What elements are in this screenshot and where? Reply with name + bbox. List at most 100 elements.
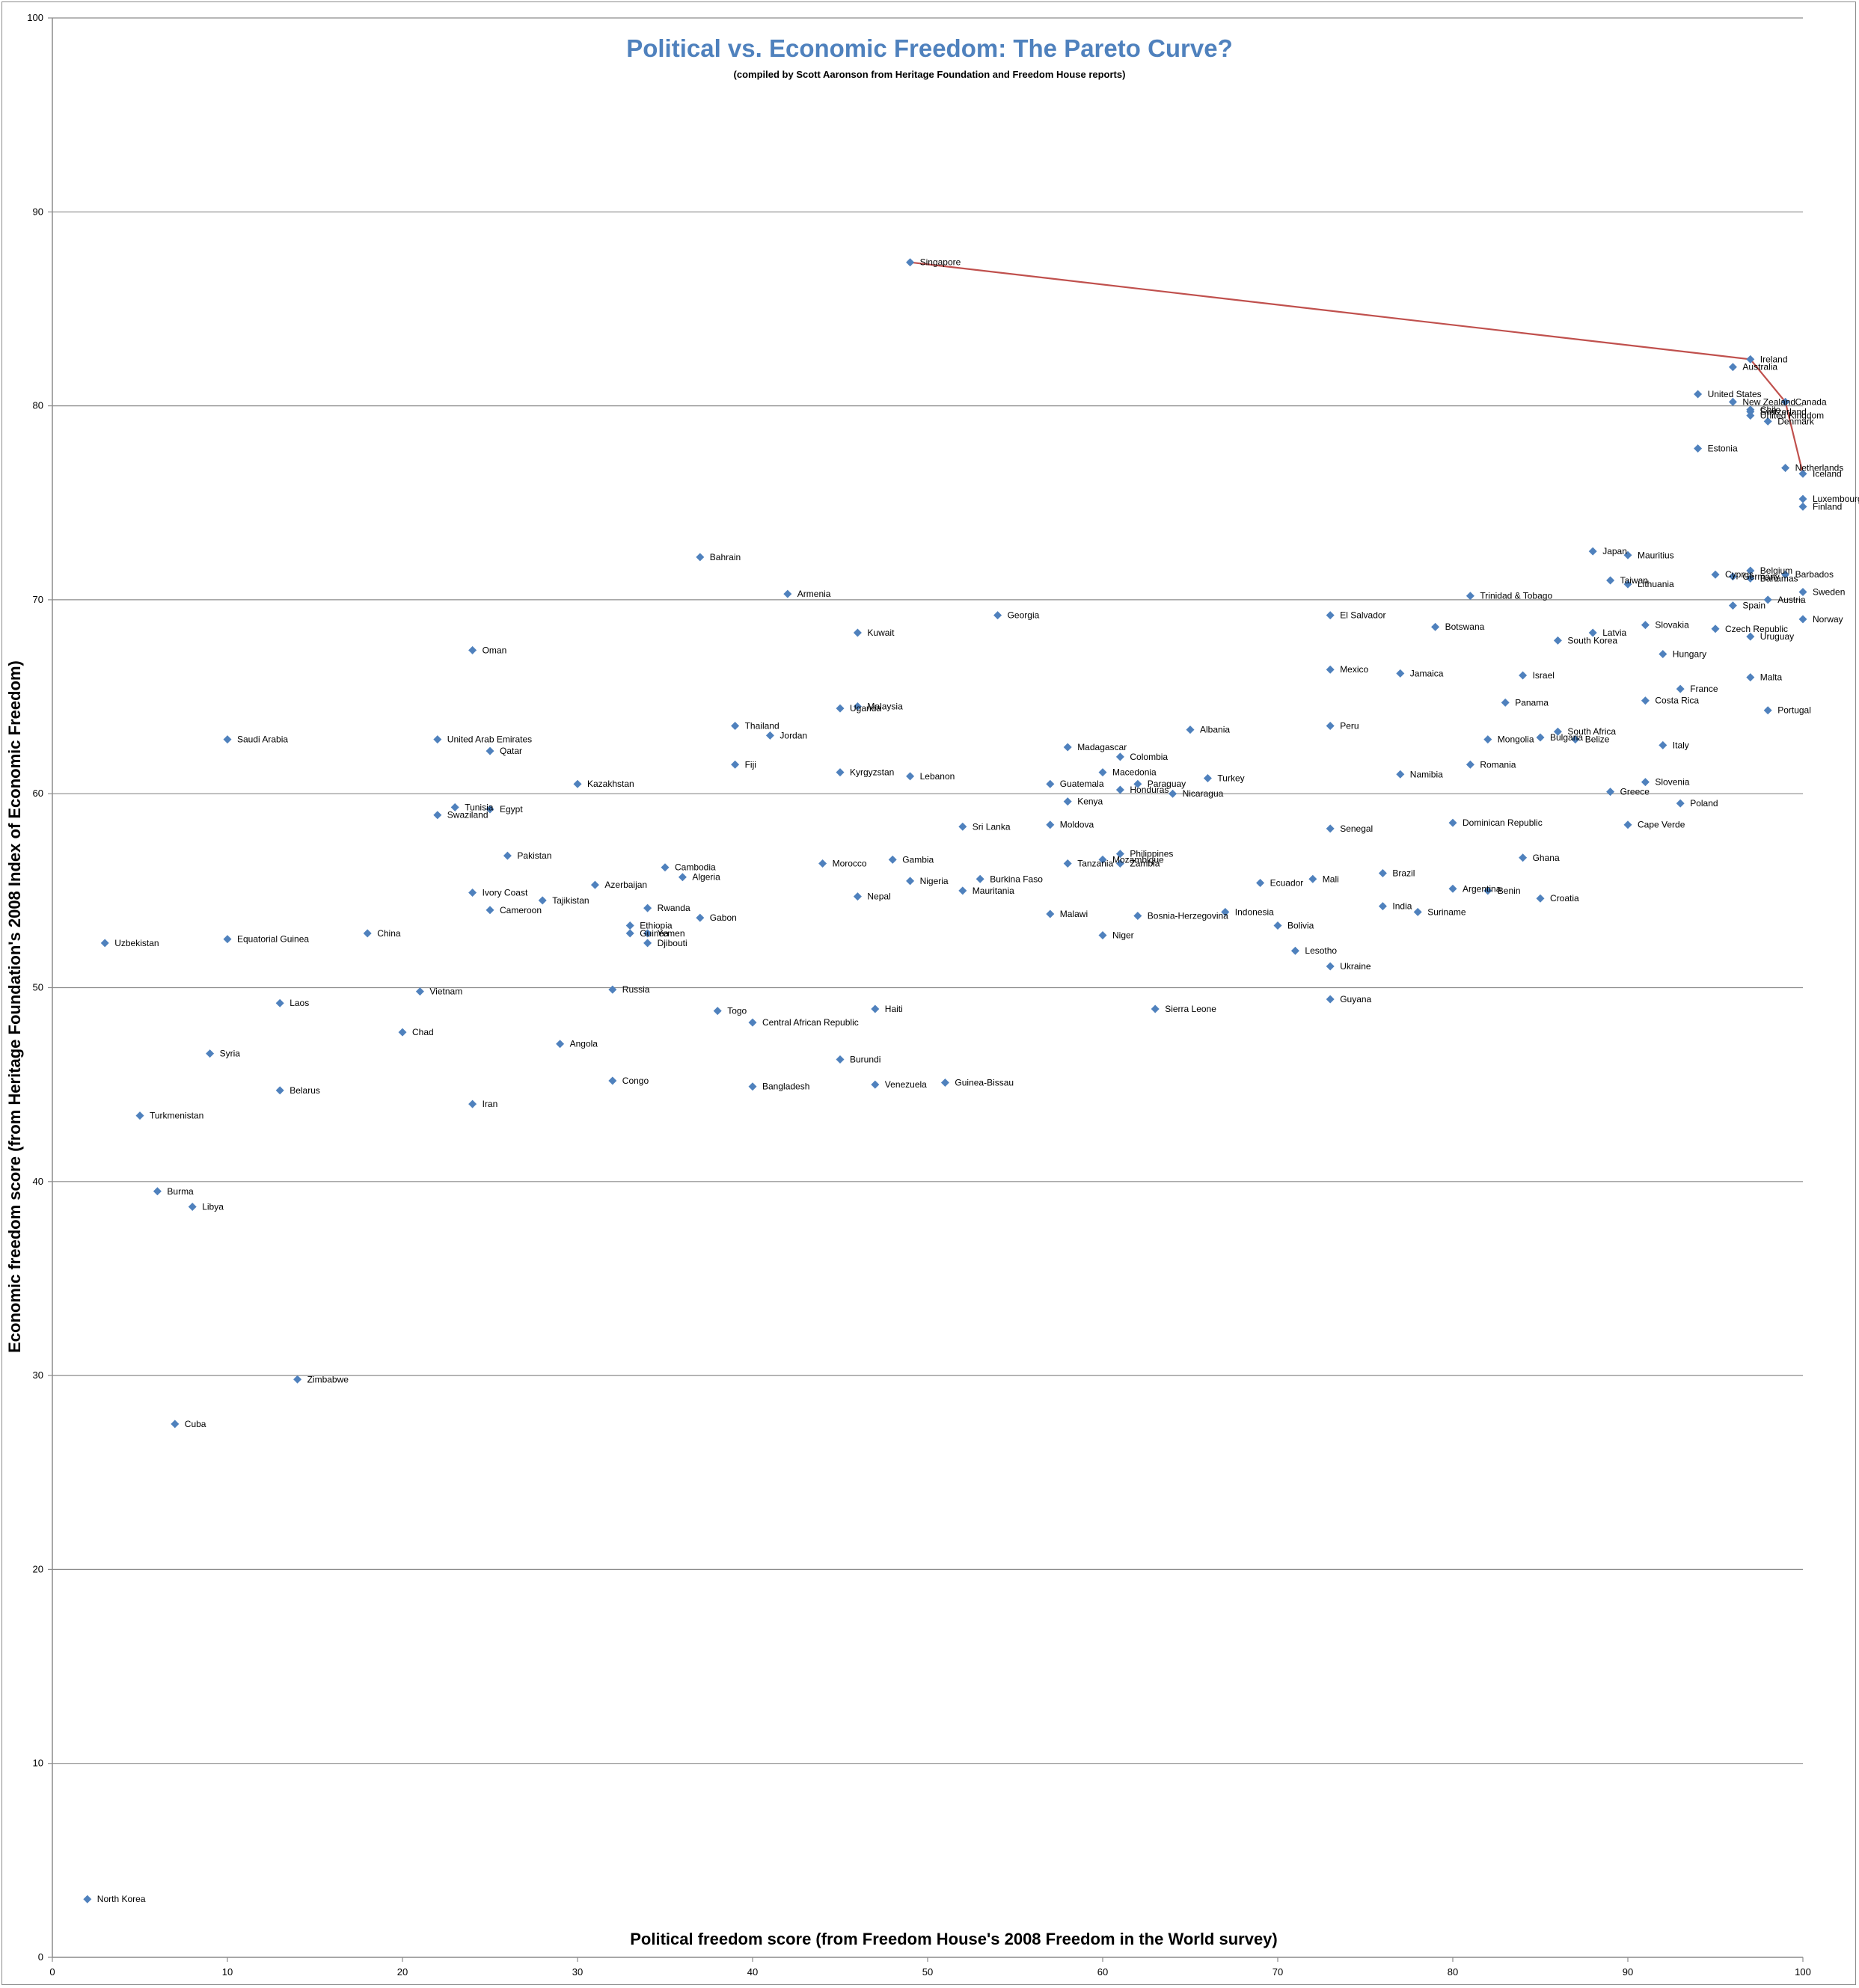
data-label: Cyprus xyxy=(1725,569,1754,580)
data-point xyxy=(538,896,547,905)
data-label: Zimbabwe xyxy=(307,1374,349,1384)
data-point xyxy=(836,1055,845,1064)
data-label: Gabon xyxy=(710,912,737,923)
data-label: Bahrain xyxy=(710,552,741,562)
data-point xyxy=(1798,588,1807,597)
data-label: Fiji xyxy=(745,759,756,770)
data-label: Sweden xyxy=(1813,587,1845,598)
data-point xyxy=(871,1080,880,1089)
data-point xyxy=(853,702,862,711)
data-label: Bulgaria xyxy=(1550,732,1583,743)
data-label: Uganda xyxy=(850,703,881,714)
data-point xyxy=(661,863,670,872)
data-point xyxy=(1588,628,1597,637)
data-point xyxy=(1413,907,1422,916)
data-label: Uruguay xyxy=(1760,631,1794,642)
data-label: Japan xyxy=(1602,546,1627,556)
data-point xyxy=(1063,743,1072,752)
data-point xyxy=(503,851,512,860)
x-tick-label: 30 xyxy=(572,1966,583,1978)
y-tick-label: 0 xyxy=(38,1951,43,1963)
y-tick-label: 40 xyxy=(33,1176,43,1187)
data-point xyxy=(625,921,634,930)
data-label: Tajikistan xyxy=(552,895,589,906)
data-label: Ghana xyxy=(1533,853,1560,863)
data-label: Dominican Republic xyxy=(1463,817,1543,828)
data-label: Cambodia xyxy=(675,862,716,873)
data-label: Cameroon xyxy=(500,905,542,915)
data-label: Taiwan xyxy=(1620,575,1648,586)
data-label: Vietnam xyxy=(429,987,462,997)
data-point xyxy=(643,929,652,938)
data-point xyxy=(1396,669,1405,678)
data-label: Syria xyxy=(220,1049,241,1059)
x-tick-label: 80 xyxy=(1448,1966,1458,1978)
data-point xyxy=(1798,469,1807,478)
data-point xyxy=(1798,615,1807,624)
data-label: Congo xyxy=(622,1076,649,1086)
data-point xyxy=(1728,397,1737,406)
data-point xyxy=(1659,650,1667,659)
data-label: Slovakia xyxy=(1655,620,1689,631)
data-point xyxy=(1326,962,1335,971)
data-label: Mexico xyxy=(1340,664,1368,675)
data-label: El Salvador xyxy=(1340,610,1385,621)
data-label: Ethiopia xyxy=(640,921,673,931)
data-point xyxy=(135,1111,144,1120)
data-label: Kyrgyzstan xyxy=(850,767,894,778)
data-point xyxy=(1326,721,1335,730)
y-tick-label: 70 xyxy=(33,594,43,605)
data-label: Guinea-Bissau xyxy=(955,1078,1014,1088)
data-point xyxy=(643,904,652,912)
data-point xyxy=(1046,909,1055,918)
data-point xyxy=(713,1007,722,1016)
data-label: South Korea xyxy=(1567,635,1617,645)
data-label: France xyxy=(1690,684,1718,694)
data-label: Kuwait xyxy=(867,628,895,638)
data-label: Nepal xyxy=(867,892,890,902)
data-label: Kenya xyxy=(1077,797,1103,807)
data-point xyxy=(1133,779,1142,788)
data-label: Suriname xyxy=(1427,906,1466,917)
data-point xyxy=(1746,411,1755,420)
data-point xyxy=(1781,570,1790,579)
data-label: New Zealand xyxy=(1742,396,1795,407)
data-point xyxy=(1641,778,1650,787)
data-point xyxy=(398,1028,407,1037)
data-label: Malawi xyxy=(1060,909,1088,919)
data-point xyxy=(206,1049,215,1058)
data-point xyxy=(415,987,424,996)
data-label: Portugal xyxy=(1777,705,1811,716)
data-label: Lesotho xyxy=(1305,945,1337,956)
data-label: Netherlands xyxy=(1795,463,1844,473)
data-label: Estonia xyxy=(1708,444,1738,454)
data-label: Egypt xyxy=(500,804,523,814)
data-label: Senegal xyxy=(1340,823,1373,834)
data-label: Cape Verde xyxy=(1638,820,1685,830)
data-point xyxy=(1676,799,1685,808)
data-label: Laos xyxy=(290,998,309,1008)
data-point xyxy=(1588,547,1597,556)
data-label: Croatia xyxy=(1550,893,1579,904)
data-point xyxy=(1798,494,1807,503)
data-label: Norway xyxy=(1813,614,1843,625)
data-point xyxy=(958,886,967,895)
data-point xyxy=(1623,820,1632,829)
data-point xyxy=(1396,770,1405,779)
data-label: Guinea xyxy=(640,928,669,939)
data-point xyxy=(1290,946,1299,955)
data-label: United States xyxy=(1708,389,1762,399)
data-point xyxy=(836,768,845,777)
data-point xyxy=(1169,789,1177,798)
y-tick-label: 50 xyxy=(33,982,43,993)
y-tick-label: 80 xyxy=(33,400,43,411)
data-label: Mauritania xyxy=(973,886,1014,896)
data-label: Albania xyxy=(1200,725,1230,735)
data-label: Indonesia xyxy=(1235,906,1274,917)
y-tick-label: 30 xyxy=(33,1369,43,1381)
data-point xyxy=(275,998,284,1007)
data-label: Iceland xyxy=(1813,468,1842,479)
data-label: Philippines xyxy=(1130,849,1173,859)
data-label: Lithuania xyxy=(1638,579,1674,589)
